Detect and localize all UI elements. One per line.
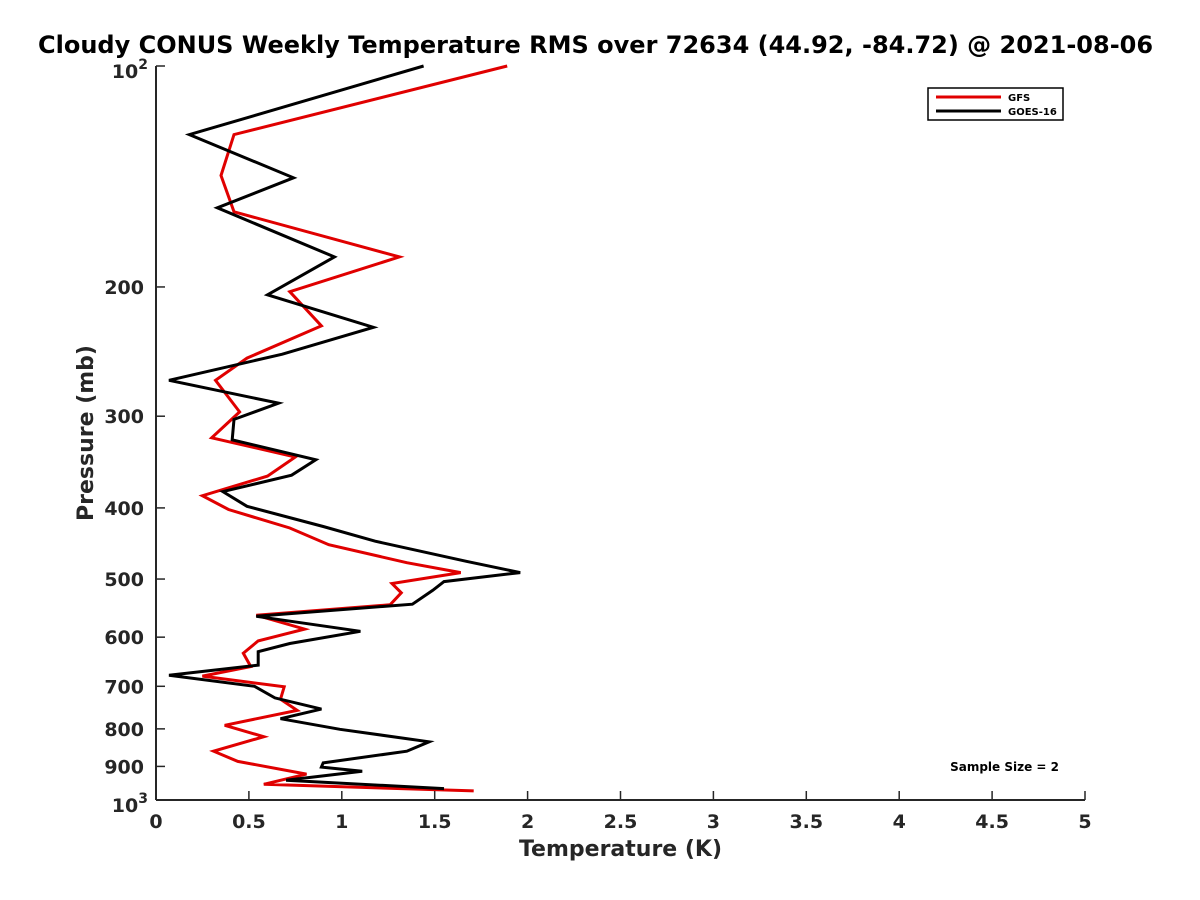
y-tick-label: 102	[112, 57, 148, 83]
x-tick-label: 5	[1078, 811, 1091, 833]
legend-box	[927, 87, 1064, 121]
chart-title: Cloudy CONUS Weekly Temperature RMS over…	[38, 31, 1153, 59]
series-line-goes-16	[168, 64, 521, 791]
series-line-gfs	[198, 64, 508, 793]
x-axis-label: Temperature (K)	[519, 837, 722, 862]
legend-label: GOES-16	[1008, 107, 1057, 118]
y-tick-label: 400	[104, 498, 144, 520]
x-tick-label: 4	[893, 811, 906, 833]
y-tick-label: 600	[104, 627, 144, 649]
y-tick-label: 500	[104, 569, 144, 591]
x-tick-label: 1	[335, 811, 348, 833]
y-axis-ticks: 102 200 300 400 500 600 700 800 900 103	[104, 57, 165, 817]
x-tick-label: 1.5	[418, 811, 452, 833]
legend-label: GFS	[1008, 93, 1030, 104]
x-tick-label: 3.5	[789, 811, 823, 833]
x-tick-label: 3	[707, 811, 720, 833]
y-tick-label: 200	[104, 277, 144, 299]
legend: GFS GOES-16	[927, 87, 1064, 121]
series-layer	[168, 64, 521, 793]
y-tick-label: 800	[104, 719, 144, 741]
x-tick-label: 0	[149, 811, 162, 833]
y-tick-label: 900	[104, 756, 144, 778]
y-tick-label: 300	[104, 406, 144, 428]
x-tick-label: 0.5	[232, 811, 266, 833]
x-tick-label: 2	[521, 811, 534, 833]
y-tick-label: 700	[104, 676, 144, 698]
x-axis-ticks: 0 0.5 1 1.5 2 2.5 3 3.5 4 4.5 5	[149, 791, 1092, 833]
plot-area	[156, 66, 1085, 800]
y-axis-label: Pressure (mb)	[74, 345, 99, 521]
sample-size-annotation: Sample Size = 2	[950, 760, 1059, 774]
x-tick-label: 2.5	[604, 811, 638, 833]
x-tick-label: 4.5	[975, 811, 1009, 833]
y-tick-label: 103	[112, 791, 148, 817]
